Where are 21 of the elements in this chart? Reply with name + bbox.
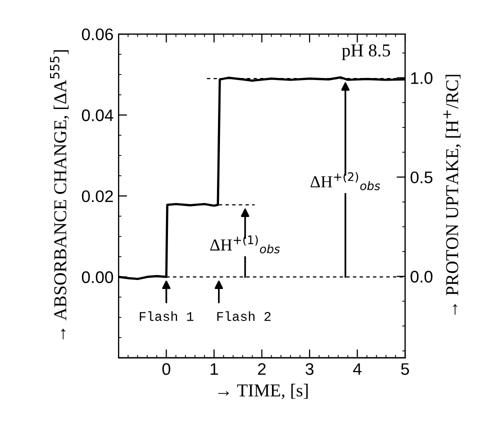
annotation: Flash 2 bbox=[217, 311, 271, 321]
y2-tick-label: 1.0 bbox=[411, 72, 432, 84]
annotation: pH 8.5 bbox=[342, 44, 390, 60]
x-tick-label: 1 bbox=[210, 363, 218, 375]
y-axis-title: → ABSORBANCE CHANGE, [ΔA$^{555}$] bbox=[50, 50, 69, 340]
annotation: ΔH$^{+(2)}$$_{obs}$ bbox=[310, 172, 380, 190]
x-tick-label: 4 bbox=[353, 363, 362, 375]
y2-axis-title: → PROTON UPTAKE, [H$^{+}$/RC] bbox=[443, 74, 461, 315]
y2-tick-label: 0.5 bbox=[410, 171, 432, 184]
x-tick-label: 5 bbox=[401, 363, 410, 375]
y-tick-label: 0.02 bbox=[82, 190, 113, 202]
annotation: Flash 1 bbox=[140, 311, 194, 321]
y2-tick-label: 0.0 bbox=[410, 270, 432, 283]
x-tick-label: 0 bbox=[162, 363, 170, 375]
x-tick-label: 2 bbox=[258, 363, 266, 375]
x-tick-label: 3 bbox=[306, 363, 314, 375]
x-axis-title: → TIME, [s] bbox=[218, 384, 308, 400]
y-tick-label: 0.04 bbox=[82, 109, 114, 122]
y-tick-label: 0.00 bbox=[82, 271, 114, 284]
annotation: ΔH$^{+(1)}$$_{obs}$ bbox=[210, 235, 280, 254]
y-tick-label: 0.06 bbox=[82, 28, 113, 40]
